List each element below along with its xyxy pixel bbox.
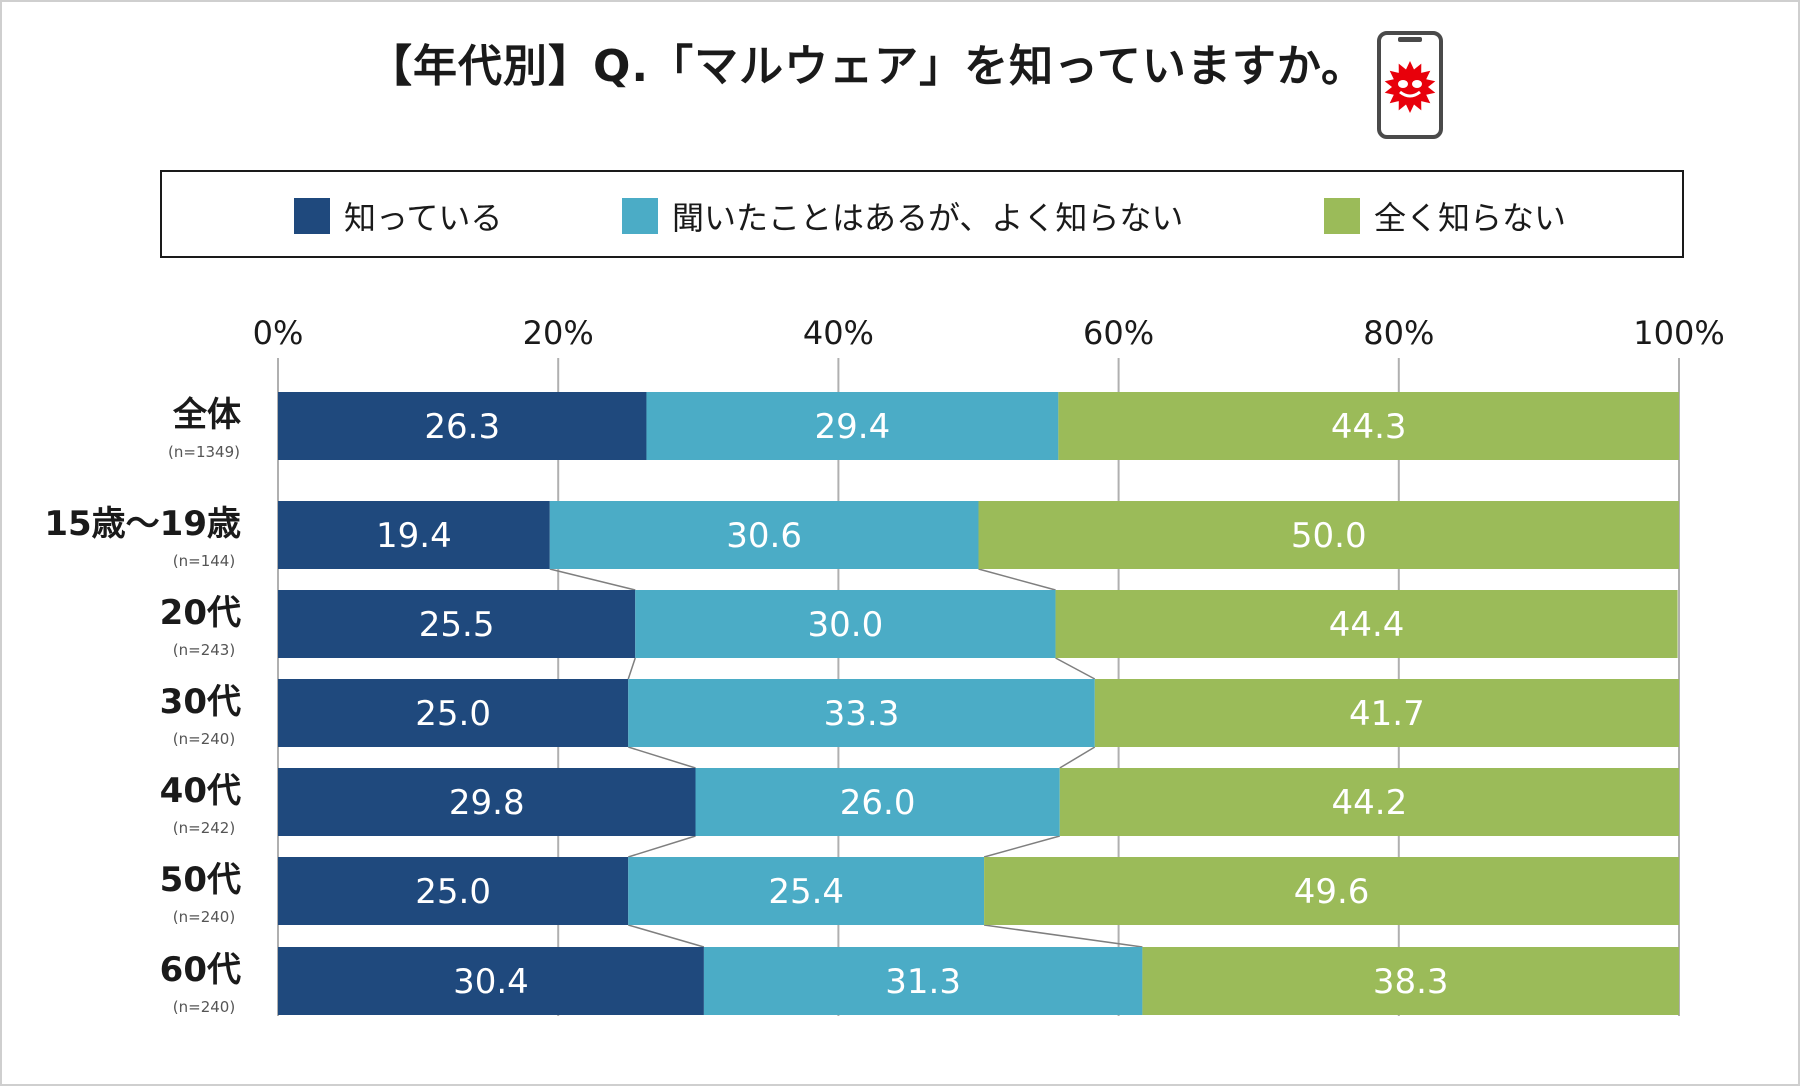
bar-known [278, 590, 636, 658]
connector-line [628, 924, 705, 948]
x-tick-label: 100% [1633, 314, 1724, 352]
bar-known [278, 501, 550, 569]
bar-unknown [984, 857, 1679, 925]
bar-known [278, 857, 629, 925]
virus-icon [1384, 61, 1436, 113]
bar-heard [703, 947, 1143, 1015]
data-label: 25.5 [419, 605, 495, 645]
bar-unknown [978, 501, 1679, 569]
connector-line [627, 657, 636, 680]
x-tick-label: 20% [523, 314, 594, 352]
sample-size-label: (n=240) [173, 908, 235, 926]
bar-unknown [1094, 679, 1679, 747]
bar-heard [646, 392, 1059, 460]
data-label: 49.6 [1294, 872, 1370, 912]
sample-size-label: (n=240) [173, 730, 235, 748]
bar-unknown [1142, 947, 1679, 1015]
data-label: 29.4 [815, 407, 891, 447]
data-label: 44.2 [1332, 783, 1408, 823]
category-label: 15歳～19歳 [44, 504, 241, 544]
legend-swatch-unknown [1324, 198, 1360, 234]
data-label: 26.0 [840, 783, 916, 823]
bar-unknown [1055, 590, 1678, 658]
legend-item-known: 知っている [294, 196, 503, 237]
bar-heard [628, 857, 985, 925]
category-label: 20代 [160, 593, 241, 633]
sample-size-label: (n=243) [173, 641, 235, 659]
category-label: 60代 [160, 950, 241, 990]
legend-item-heard: 聞いたことはあるが、よく知らない [622, 196, 1184, 237]
category-label: 全体 [172, 395, 241, 435]
phone-malware-icon [1377, 31, 1443, 139]
bar-known [278, 679, 629, 747]
sample-size-label: (n=1349) [168, 443, 240, 461]
x-tick-label: 80% [1363, 314, 1434, 352]
data-label: 31.3 [885, 962, 961, 1002]
data-label: 19.4 [376, 516, 452, 556]
connector-line [628, 746, 696, 769]
bar-heard [695, 768, 1060, 836]
data-label: 25.4 [768, 872, 844, 912]
x-tick-label: 40% [803, 314, 874, 352]
data-label: 44.3 [1331, 407, 1407, 447]
data-label: 50.0 [1291, 516, 1367, 556]
data-label: 33.3 [824, 694, 900, 734]
x-tick-label: 60% [1083, 314, 1154, 352]
data-label: 41.7 [1349, 694, 1425, 734]
legend-item-unknown: 全く知らない [1324, 196, 1567, 237]
chart-title: 【年代別】Q.「マルウェア」を知っていますか。 [368, 41, 1367, 92]
category-label: 40代 [160, 771, 241, 811]
data-label: 26.3 [424, 407, 500, 447]
legend-swatch-heard [622, 198, 658, 234]
connector-line [984, 924, 1143, 948]
category-label: 50代 [160, 860, 241, 900]
connector-line [1055, 657, 1096, 680]
category-label: 30代 [160, 682, 241, 722]
bar-known [278, 947, 704, 1015]
legend: 知っている 聞いたことはあるが、よく知らない 全く知らない [160, 170, 1684, 258]
sample-size-label: (n=242) [173, 819, 235, 837]
bar-unknown [1058, 392, 1679, 460]
data-label: 30.6 [726, 516, 802, 556]
data-label: 30.4 [453, 962, 529, 1002]
data-label: 25.0 [415, 872, 491, 912]
data-label: 30.0 [808, 605, 884, 645]
bar-heard [635, 590, 1056, 658]
legend-label-known: 知っている [344, 199, 503, 237]
bar-known [278, 768, 696, 836]
legend-swatch-known [294, 198, 330, 234]
connector-line [978, 568, 1056, 591]
sample-size-label: (n=240) [173, 998, 235, 1016]
sample-size-label: (n=144) [173, 552, 235, 570]
bar-heard [628, 679, 1095, 747]
data-label: 29.8 [449, 783, 525, 823]
legend-label-unknown: 全く知らない [1374, 199, 1567, 237]
data-label: 44.4 [1329, 605, 1405, 645]
bar-heard [549, 501, 979, 569]
connector-line [628, 835, 696, 858]
connector-line [1059, 746, 1096, 769]
legend-label-heard: 聞いたことはあるが、よく知らない [672, 199, 1184, 237]
data-label: 38.3 [1373, 962, 1449, 1002]
connector-line [549, 568, 636, 591]
bar-unknown [1059, 768, 1679, 836]
connector-line [983, 835, 1060, 858]
data-label: 25.0 [415, 694, 491, 734]
x-tick-label: 0% [253, 314, 304, 352]
bar-known [278, 392, 647, 460]
